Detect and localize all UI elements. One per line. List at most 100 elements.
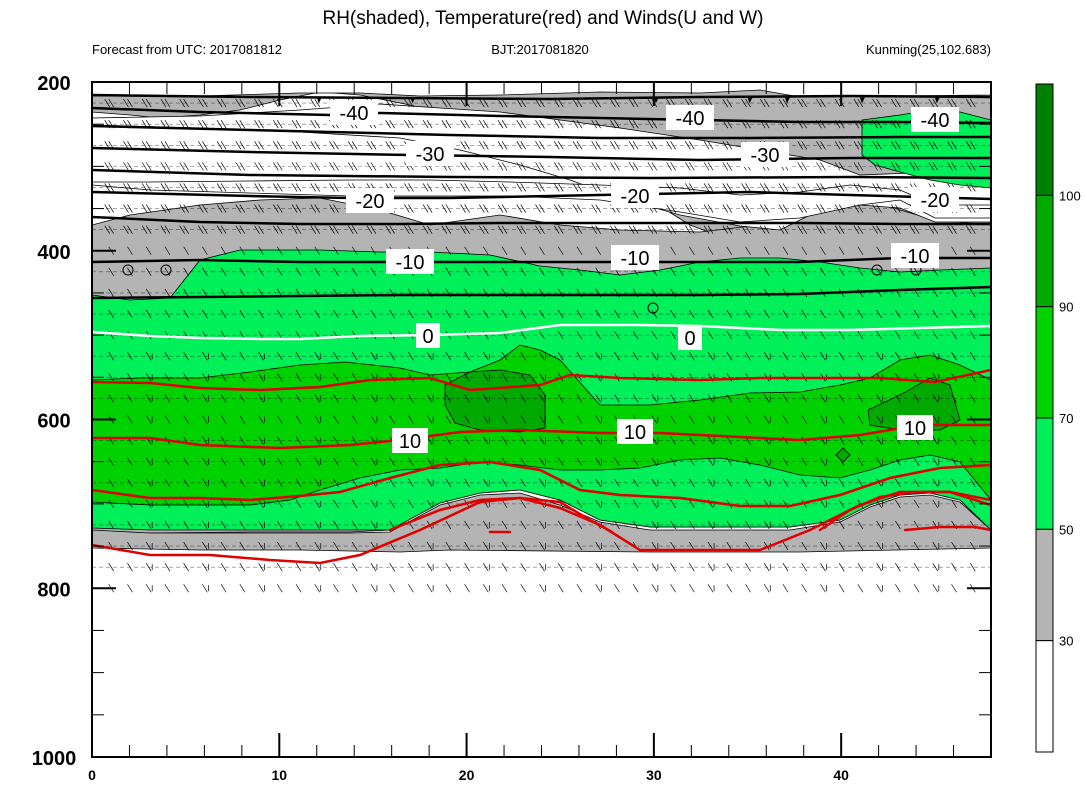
- wind-barb: [539, 562, 545, 572]
- wind-barb: [591, 98, 597, 108]
- wind-barb: [707, 457, 714, 466]
- wind-barb: [857, 352, 864, 361]
- wind-barb: [876, 457, 882, 466]
- wind-barb: [632, 584, 639, 593]
- wind-barb: [291, 120, 298, 129]
- wind-barb: [557, 330, 564, 340]
- wind-barb: [145, 394, 152, 403]
- wind-barb: [745, 330, 751, 340]
- wind-barb: [595, 415, 601, 424]
- wind-barb: [483, 246, 489, 255]
- wind-barb: [520, 352, 527, 361]
- wind-barb: [820, 162, 826, 171]
- wind-barb: [557, 141, 564, 150]
- wind-barb: [782, 436, 789, 445]
- isotherms: [92, 93, 991, 565]
- wind-barb: [445, 415, 452, 424]
- wind-barb: [347, 162, 354, 171]
- isotherm-label: 0: [684, 328, 695, 350]
- wind-barb: [951, 352, 957, 361]
- calm-circle: [871, 264, 883, 276]
- wind-barb: [198, 162, 204, 171]
- wind-barb: [314, 415, 321, 424]
- wind-barb: [969, 267, 976, 277]
- wind-barb: [553, 98, 560, 108]
- wind-barb: [370, 267, 377, 277]
- wind-barb: [145, 415, 152, 424]
- wind-barb: [183, 120, 189, 129]
- wind-barb: [670, 520, 676, 530]
- wind-barb: [239, 141, 246, 150]
- wind-barb: [254, 225, 260, 234]
- wind-barb: [520, 162, 527, 171]
- wind-barb: [576, 246, 583, 255]
- wind-barb: [872, 204, 878, 213]
- wind-barb: [314, 541, 321, 551]
- wind-barb: [876, 352, 882, 361]
- wind-barb: [258, 520, 264, 530]
- wind-barb: [164, 288, 171, 298]
- wind-barb: [123, 183, 129, 192]
- wind-barb: [220, 541, 227, 551]
- wind-barb: [614, 330, 620, 340]
- wind-barb: [291, 141, 298, 150]
- wind-barb: [685, 183, 691, 192]
- wind-barb: [576, 499, 583, 509]
- wind-barb: [707, 436, 714, 445]
- wind-barb: [464, 309, 470, 319]
- wind-barb: [610, 120, 616, 129]
- wind-barb: [104, 225, 111, 234]
- wind-barb: [913, 499, 920, 509]
- wind-barb: [333, 562, 339, 572]
- wind-barb: [670, 330, 676, 340]
- wind-barb: [370, 162, 377, 171]
- isotherm-label-box: [330, 100, 378, 125]
- wind-barb: [707, 478, 714, 487]
- x-tick-label: 40: [833, 767, 849, 783]
- wind-barb: [763, 520, 770, 530]
- wind-barb: [220, 204, 227, 213]
- wind-barb: [366, 162, 373, 171]
- wind-barb: [670, 352, 676, 361]
- wind-barb: [576, 120, 583, 129]
- wind-barb: [460, 141, 466, 150]
- wind-barb: [595, 141, 601, 150]
- wind-barb: [913, 330, 920, 340]
- wind-barb: [763, 183, 770, 192]
- wind-barb: [876, 541, 882, 551]
- wind-barb: [520, 309, 527, 319]
- wind-barb: [965, 204, 972, 213]
- wind-barb: [295, 478, 302, 487]
- wind-barb: [183, 394, 189, 403]
- wind-barb: [520, 225, 527, 234]
- wind-barb: [857, 98, 864, 108]
- wind-barb: [483, 141, 489, 150]
- wind-barb: [782, 225, 789, 234]
- wind-barb: [276, 120, 283, 129]
- wind-barb: [123, 98, 129, 108]
- wind-barb: [572, 225, 579, 234]
- wind-barb: [745, 225, 751, 234]
- wind-barb: [310, 204, 317, 213]
- wind-barb: [127, 288, 133, 298]
- wind-barb: [614, 225, 620, 234]
- wind-barb: [239, 98, 246, 108]
- wind-barb: [838, 436, 845, 445]
- wind-barb: [838, 499, 845, 509]
- wind-barb: [258, 499, 264, 509]
- wind-barb: [928, 162, 935, 171]
- wind-barb: [464, 183, 470, 192]
- wind-barb: [632, 562, 639, 572]
- wind-barb: [385, 225, 391, 234]
- wind-barb: [183, 288, 189, 298]
- wind-barb: [651, 162, 658, 171]
- wind-barb: [164, 204, 171, 213]
- wind-barb: [295, 98, 302, 108]
- wind-barb: [258, 352, 264, 361]
- wind-barb: [722, 162, 729, 171]
- wind-barb: [235, 225, 242, 234]
- wind-barb: [647, 225, 654, 234]
- wind-barb: [370, 562, 377, 572]
- wind-barb: [333, 141, 339, 150]
- wind-barb: [441, 98, 448, 108]
